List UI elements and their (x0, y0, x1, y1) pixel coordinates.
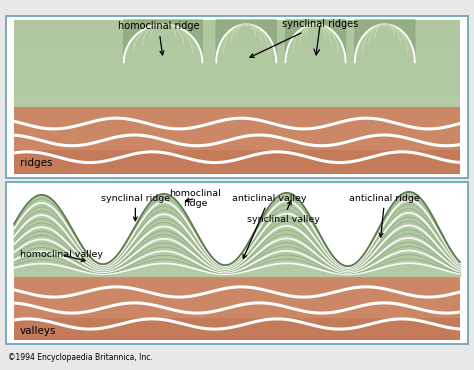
Bar (14, 33, 460, 37)
Text: homoclinal
ridge: homoclinal ridge (170, 188, 221, 208)
Text: ©1994 Encyclopaedia Britannica, Inc.: ©1994 Encyclopaedia Britannica, Inc. (8, 353, 153, 362)
Bar (14, 276, 460, 340)
Polygon shape (355, 20, 415, 63)
Text: anticlinal valley: anticlinal valley (232, 194, 307, 258)
Bar (14, 98, 460, 102)
Bar (14, 46, 460, 50)
Bar (14, 76, 460, 81)
Text: valleys: valleys (20, 326, 56, 336)
Text: synclinal valley: synclinal valley (247, 201, 319, 224)
Bar (14, 85, 460, 90)
Bar (6, 16, 468, 178)
Bar (14, 20, 460, 107)
Bar (14, 68, 460, 72)
Polygon shape (216, 20, 276, 63)
Polygon shape (124, 20, 202, 63)
Text: homoclinal ridge: homoclinal ridge (118, 21, 199, 55)
Text: anticlinal ridge: anticlinal ridge (349, 194, 420, 237)
Bar (14, 42, 460, 46)
Bar (14, 102, 460, 107)
Bar (14, 317, 460, 340)
Bar (14, 37, 460, 42)
Text: synclinal ridges: synclinal ridges (250, 19, 358, 57)
Bar (14, 59, 460, 63)
Bar (14, 63, 460, 68)
Bar (14, 81, 460, 85)
Text: ridges: ridges (20, 158, 53, 168)
Text: homoclinal valley: homoclinal valley (20, 250, 103, 262)
Bar (14, 20, 460, 24)
Bar (14, 55, 460, 59)
Bar (14, 90, 460, 94)
Bar (14, 107, 460, 174)
Bar (14, 24, 460, 28)
Text: synclinal ridge: synclinal ridge (101, 194, 170, 221)
Polygon shape (285, 20, 346, 63)
Bar (14, 72, 460, 76)
Bar (14, 151, 460, 174)
Bar (14, 28, 460, 33)
Bar (14, 50, 460, 55)
Bar (14, 94, 460, 98)
Bar (6, 182, 468, 344)
